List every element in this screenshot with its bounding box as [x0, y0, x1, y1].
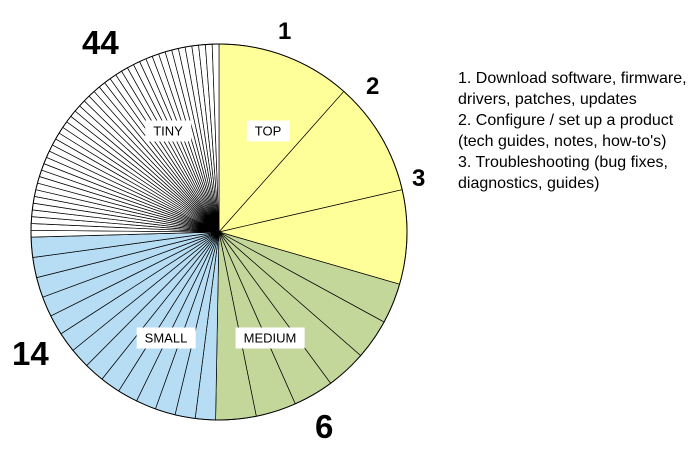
group-label-small: SMALL [136, 327, 196, 349]
legend-item-3: 3. Troubleshooting (bug fixes, diagnosti… [458, 154, 668, 192]
small-count-label: 14 [12, 335, 49, 372]
group-label-top: TOP [246, 120, 290, 142]
tiny-count-label: 44 [82, 24, 119, 61]
rank-label-3: 3 [412, 165, 426, 192]
medium-count-label: 6 [315, 408, 334, 445]
rank-label-1: 1 [278, 18, 292, 45]
group-label-tiny: TINY [145, 120, 191, 142]
rank-label-2: 2 [366, 73, 380, 100]
legend: 1. Download software, firmware, drivers,… [458, 68, 690, 194]
group-label-medium: MEDIUM [235, 327, 305, 349]
pie-outline [30, 43, 408, 421]
legend-item-1: 1. Download software, firmware, drivers,… [458, 70, 687, 108]
legend-item-2: 2. Configure / set up a product (tech gu… [458, 112, 674, 150]
